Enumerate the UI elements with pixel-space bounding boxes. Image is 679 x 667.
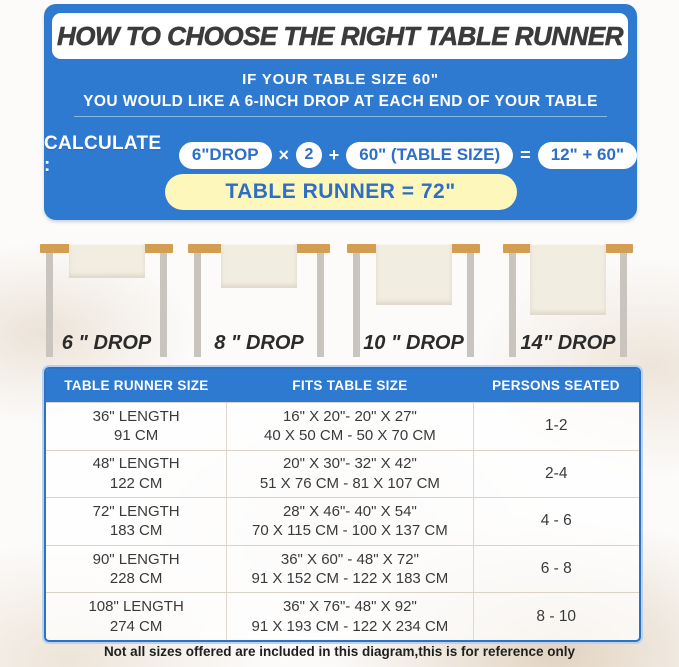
persons-seated-cell: 4 - 6 <box>540 512 572 530</box>
fits-size-in: 16" X 20"- 20" X 27" <box>282 407 417 425</box>
drop-value-pill: 6"DROP <box>178 141 272 169</box>
table-leg-right <box>317 253 324 357</box>
table-leg-right <box>467 253 474 357</box>
runner-size-cell: 72" LENGTH 183 CM <box>46 498 226 545</box>
table-row: 36" LENGTH 91 CM 16" X 20"- 20" X 27" 40… <box>46 402 639 450</box>
table-illustration-14in: 14" DROP <box>503 244 633 367</box>
runner-size-in: 108" LENGTH <box>88 598 184 616</box>
fits-size-cell: 36" X 60" - 48" X 72" 91 X 152 CM - 122 … <box>226 545 474 593</box>
column-header-fits-table: FITS TABLE SIZE <box>292 378 408 393</box>
drop-label-14in: 14" DROP <box>520 332 616 354</box>
table-illustration-10in: 10 " DROP <box>347 244 480 367</box>
calculation-panel: HOW TO CHOOSE THE RIGHT TABLE RUNNER IF … <box>44 4 637 220</box>
persons-seated-cell: 8 - 10 <box>536 607 577 625</box>
intro-line-1: IF YOUR TABLE SIZE 60" <box>242 71 439 88</box>
table-row: 108" LENGTH 274 CM 36" X 76"- 48" X 92" … <box>46 592 639 640</box>
table-leg-right <box>160 253 167 357</box>
table-row: 48" LENGTH 122 CM 20" X 30"- 32" X 42" 5… <box>46 449 639 498</box>
runner-result-pill: TABLE RUNNER = 72" <box>164 174 517 210</box>
runner-size-cell: 108" LENGTH 274 CM <box>46 593 226 640</box>
drop-label-6in: 6 " DROP <box>61 332 152 354</box>
runner-size-cm: 228 CM <box>109 570 163 588</box>
page-title: HOW TO CHOOSE THE RIGHT TABLE RUNNER <box>56 20 624 51</box>
drop-illustrations: 6 " DROP 8 " DROP 10 " DROP 14" DROP <box>0 222 679 367</box>
runner-cloth <box>221 244 297 288</box>
runner-size-cell: 48" LENGTH 122 CM <box>46 451 226 498</box>
multiplier-circle: 2 <box>296 142 322 168</box>
fits-size-cm: 51 X 76 CM - 81 X 107 CM <box>259 474 440 492</box>
disclaimer-note: Not all sizes offered are included in th… <box>103 644 576 659</box>
multiply-sign: × <box>278 144 290 165</box>
persons-seated-cell: 6 - 8 <box>540 560 572 577</box>
runner-size-cm: 274 CM <box>109 617 163 635</box>
runner-size-cm: 122 CM <box>109 474 163 492</box>
table-leg-left <box>509 253 516 357</box>
formula-row: CALCULATE : 6"DROP × 2 + 60" (TABLE SIZE… <box>44 133 637 177</box>
runner-size-in: 48" LENGTH <box>92 455 180 473</box>
table-row: 90" LENGTH 228 CM 36" X 60" - 48" X 72" … <box>46 544 639 593</box>
intro-line-2: YOU WOULD LIKE A 6-INCH DROP AT EACH END… <box>83 93 598 110</box>
fits-size-cm: 70 X 115 CM - 100 X 137 CM <box>252 522 448 540</box>
runner-size-in: 90" LENGTH <box>92 550 180 568</box>
fits-size-cm: 91 X 193 CM - 122 X 234 CM <box>251 617 449 635</box>
table-size-pill: 60" (TABLE SIZE) <box>346 141 514 169</box>
runner-size-in: 72" LENGTH <box>92 502 180 520</box>
runner-size-in: 36" LENGTH <box>92 407 180 425</box>
fits-size-cm: 40 X 50 CM - 50 X 70 CM <box>264 427 436 445</box>
result-pill: 12" + 60" <box>537 141 637 169</box>
fits-size-in: 36" X 60" - 48" X 72" <box>280 550 419 568</box>
persons-seated-cell: 2-4 <box>545 464 568 482</box>
intro-text: IF YOUR TABLE SIZE 60" YOU WOULD LIKE A … <box>44 71 637 111</box>
fits-size-in: 28" X 46"- 40" X 54" <box>282 502 417 520</box>
runner-cloth <box>530 244 606 315</box>
table-leg-left <box>194 253 201 357</box>
column-header-persons: PERSONS SEATED <box>492 378 620 393</box>
fits-size-cell: 20" X 30"- 32" X 42" 51 X 76 CM - 81 X 1… <box>226 450 474 498</box>
plus-sign: + <box>328 144 340 165</box>
fits-size-cell: 16" X 20"- 20" X 27" 40 X 50 CM - 50 X 7… <box>226 403 474 450</box>
fits-size-cell: 36" X 76"- 48" X 92" 91 X 193 CM - 122 X… <box>226 593 474 640</box>
table-illustration-6in: 6 " DROP <box>40 244 173 367</box>
table-leg-right <box>620 253 627 357</box>
size-reference-table: TABLE RUNNER SIZE FITS TABLE SIZE PERSON… <box>44 367 641 642</box>
table-row: 72" LENGTH 183 CM 28" X 46"- 40" X 54" 7… <box>46 497 639 545</box>
drop-label-10in: 10 " DROP <box>363 332 464 354</box>
fits-size-in: 36" X 76"- 48" X 92" <box>282 598 417 616</box>
table-illustration-8in: 8 " DROP <box>188 244 330 367</box>
runner-cloth <box>68 244 145 278</box>
drop-label-8in: 8 " DROP <box>214 332 304 354</box>
title-banner: HOW TO CHOOSE THE RIGHT TABLE RUNNER <box>52 13 628 59</box>
persons-seated-cell: 1-2 <box>545 417 568 435</box>
runner-size-cell: 36" LENGTH 91 CM <box>46 403 226 450</box>
column-header-runner-size: TABLE RUNNER SIZE <box>64 378 209 393</box>
runner-size-cm: 183 CM <box>109 522 163 540</box>
runner-cloth <box>375 244 452 305</box>
calculate-label: CALCULATE : <box>44 133 162 176</box>
table-header-row: TABLE RUNNER SIZE FITS TABLE SIZE PERSON… <box>46 369 639 402</box>
fits-size-cm: 91 X 152 CM - 122 X 183 CM <box>251 570 449 588</box>
panel-divider <box>74 116 607 117</box>
runner-size-cm: 91 CM <box>114 427 159 445</box>
runner-size-cell: 90" LENGTH 228 CM <box>46 546 226 593</box>
fits-size-cell: 28" X 46"- 40" X 54" 70 X 115 CM - 100 X… <box>226 498 474 545</box>
table-leg-left <box>353 253 360 357</box>
equals-sign: = <box>520 144 531 165</box>
fits-size-in: 20" X 30"- 32" X 42" <box>282 455 417 473</box>
table-leg-left <box>46 253 53 357</box>
